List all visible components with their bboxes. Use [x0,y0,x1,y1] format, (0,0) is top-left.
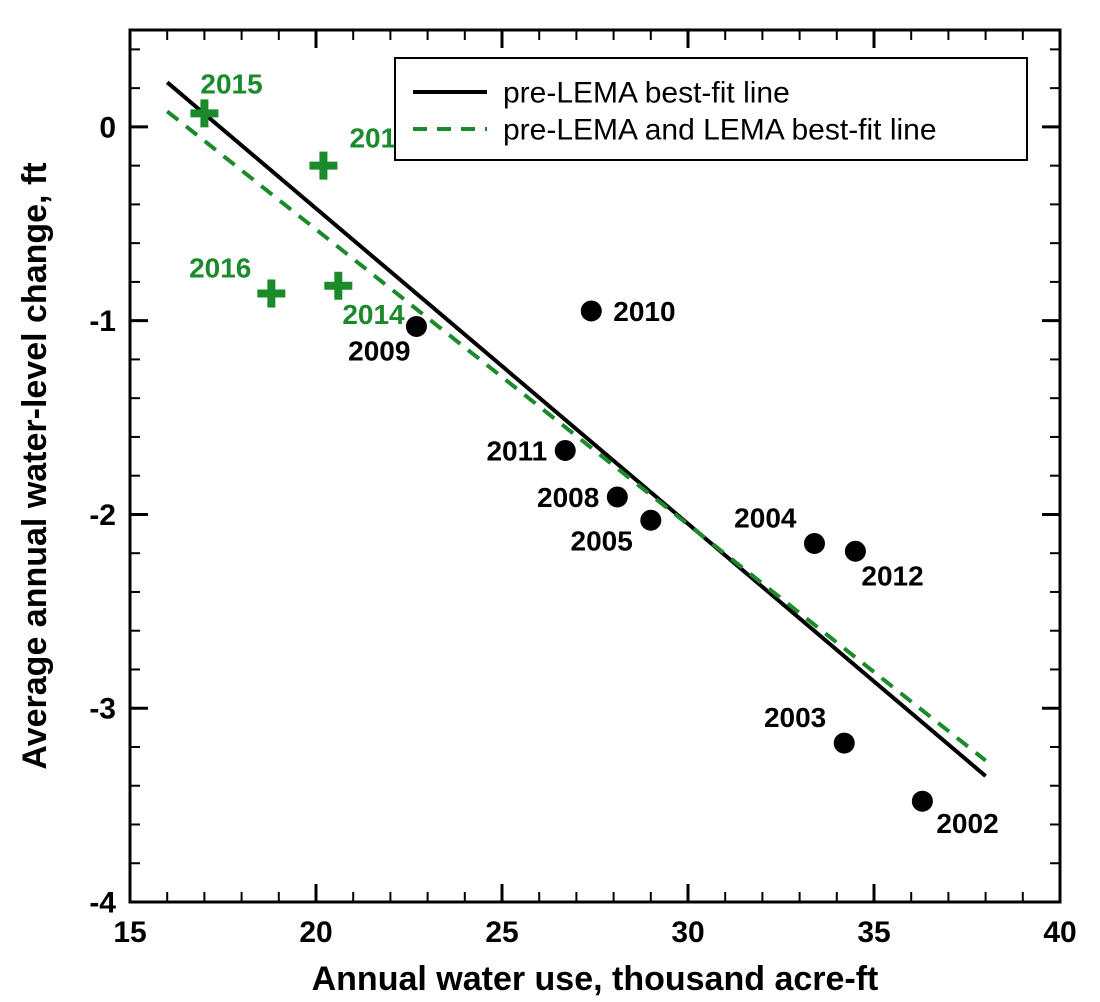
legend: pre-LEMA best-fit line pre-LEMA and LEMA … [395,58,1027,160]
data-point-label: 2014 [342,299,405,330]
fit-line-pre_lema_fit [167,82,985,776]
x-tick-label: 35 [857,916,890,949]
y-axis-title: Average annual water-level change, ft [16,162,54,769]
data-point-label: 2012 [861,560,923,591]
data-point [607,487,627,507]
data-point-label: 2015 [200,68,262,99]
data-point-label: 2008 [537,482,599,513]
legend-label: pre-LEMA and LEMA best-fit line [503,114,937,147]
fit-line-all_fit [167,111,985,760]
x-tick-label: 20 [299,916,332,949]
y-tick-label: 0 [99,111,116,144]
data-point [845,541,865,561]
data-point-label: 2016 [189,253,251,284]
data-point [804,534,824,554]
y-tick-label: -2 [89,499,116,532]
legend-label: pre-LEMA best-fit line [503,77,790,110]
x-tick-label: 30 [671,916,704,949]
y-tick-label: -3 [89,693,116,726]
x-tick-label: 25 [485,916,518,949]
data-point-label: 2009 [348,335,410,366]
data-point [555,440,575,460]
data-point-label: 2010 [613,296,675,327]
y-tick-label: -1 [89,305,116,338]
data-point [834,733,854,753]
data-point-label: 2011 [486,435,547,466]
data-point-label: 2002 [936,808,998,839]
data-point-label: 2003 [764,702,826,733]
chart-container: 15 20 25 30 35 40 -4 -3 -2 -1 0 Annual water use, t… [0,0,1100,1002]
x-axis-title: Annual water use, thousand acre-ft [312,960,879,998]
x-tick-label: 15 [113,916,146,949]
data-point [641,510,661,530]
data-point [581,301,601,321]
scatter-chart: 15 20 25 30 35 40 -4 -3 -2 -1 0 Annual water use, t… [0,0,1100,1002]
data-point-label: 2005 [571,525,633,556]
y-tick-label: -4 [89,887,116,920]
data-point [912,791,932,811]
data-point-label: 2004 [734,503,797,534]
x-tick-label: 40 [1043,916,1076,949]
data-point [406,316,426,336]
